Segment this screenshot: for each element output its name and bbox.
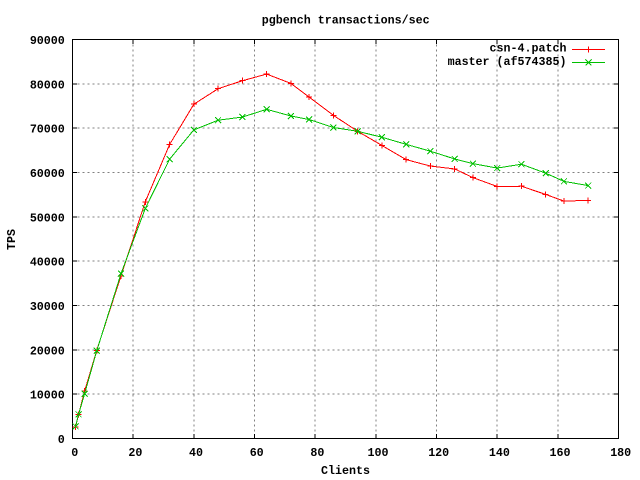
svg-text:20000: 20000: [30, 344, 65, 358]
svg-text:master (af574385): master (af574385): [448, 55, 567, 69]
svg-text:50000: 50000: [30, 211, 65, 225]
svg-text:60: 60: [250, 446, 264, 460]
svg-text:40000: 40000: [30, 256, 65, 270]
svg-text:20: 20: [128, 446, 142, 460]
svg-text:pgbench transactions/sec: pgbench transactions/sec: [262, 14, 430, 28]
svg-text:40: 40: [189, 446, 203, 460]
svg-text:80000: 80000: [30, 78, 65, 92]
svg-text:0: 0: [58, 433, 65, 447]
svg-text:csn-4.patch: csn-4.patch: [490, 42, 567, 56]
svg-text:80: 80: [310, 446, 324, 460]
svg-text:100: 100: [368, 446, 389, 460]
svg-text:180: 180: [610, 446, 631, 460]
svg-text:140: 140: [489, 446, 510, 460]
svg-text:30000: 30000: [30, 300, 65, 314]
svg-text:10000: 10000: [30, 389, 65, 403]
svg-text:Clients: Clients: [321, 464, 370, 478]
svg-text:90000: 90000: [30, 34, 65, 48]
svg-text:TPS: TPS: [5, 229, 19, 250]
svg-text:70000: 70000: [30, 123, 65, 137]
svg-text:0: 0: [71, 446, 78, 460]
svg-text:160: 160: [550, 446, 571, 460]
svg-text:60000: 60000: [30, 167, 65, 181]
svg-text:120: 120: [428, 446, 449, 460]
